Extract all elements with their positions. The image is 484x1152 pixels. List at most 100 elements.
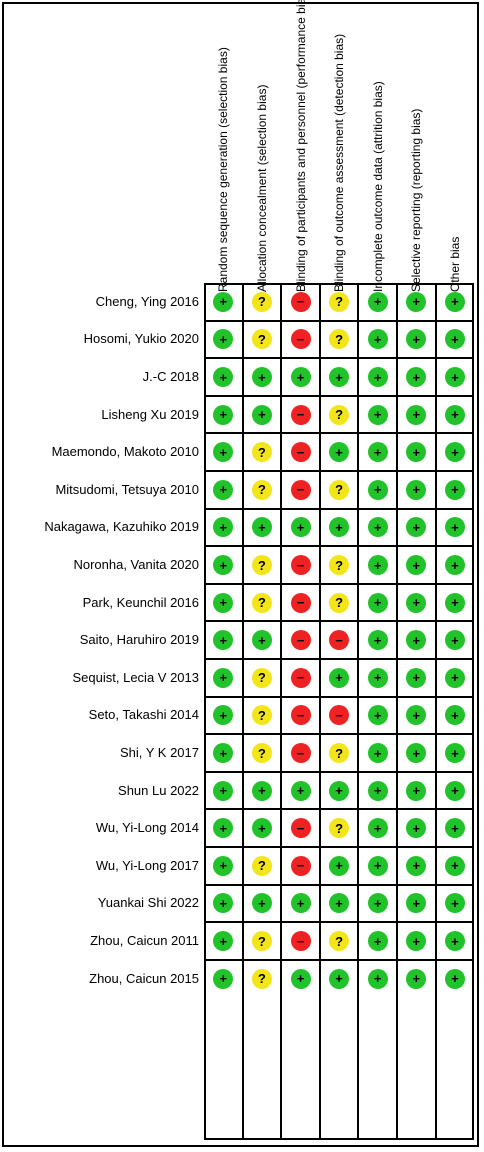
rating-symbol: + (451, 407, 459, 423)
grid-row-divider (204, 846, 474, 848)
question-icon: ? (251, 968, 272, 989)
plus-icon: + (367, 404, 388, 425)
rating-symbol: ? (257, 595, 266, 611)
rating-symbol: − (296, 331, 305, 347)
rating-symbol: + (219, 519, 228, 535)
minus-icon: − (290, 818, 311, 839)
rating-symbol: + (219, 858, 228, 874)
plus-icon: + (367, 780, 388, 801)
rating-symbol: + (373, 557, 382, 573)
rating-symbol: + (451, 895, 459, 911)
rating-symbol: + (451, 557, 459, 573)
rating-symbol: + (258, 519, 266, 535)
rating-symbol: + (412, 820, 421, 836)
rating-symbol: + (373, 707, 382, 723)
plus-icon: + (213, 329, 234, 350)
domain-header: Blinding of outcome assessment (detectio… (332, 33, 347, 292)
domain-header: Random sequence generation (selection bi… (216, 47, 231, 292)
domain-header: Blinding of participants and personnel (… (293, 0, 308, 292)
plus-icon: + (329, 893, 350, 914)
plus-icon: + (213, 479, 234, 500)
rating-symbol: + (373, 933, 382, 949)
grid-row-divider (204, 695, 474, 698)
rating-symbol: ? (257, 294, 266, 310)
rating-symbol: + (451, 971, 459, 987)
plus-icon: + (367, 893, 388, 914)
rating-symbol: ? (335, 294, 344, 310)
rating-symbol: + (219, 557, 228, 573)
plus-icon: + (213, 667, 234, 688)
plus-icon: + (329, 667, 350, 688)
plus-icon: + (251, 630, 272, 651)
rating-symbol: + (373, 820, 382, 836)
plus-icon: + (251, 367, 272, 387)
minus-icon: − (290, 931, 311, 951)
plus-icon: + (444, 705, 465, 726)
rating-symbol: ? (257, 670, 266, 686)
grid-column-divider (434, 283, 437, 1140)
rating-symbol: − (335, 707, 343, 723)
study-label: Nakagawa, Kazuhiko 2019 (44, 519, 199, 535)
study-label: Zhou, Caicun 2011 (90, 933, 199, 948)
grid-row-divider (204, 394, 474, 397)
grid-column-divider (357, 283, 360, 1140)
rating-symbol: + (451, 595, 459, 611)
question-icon: ? (329, 931, 350, 951)
grid-row-divider (204, 958, 474, 961)
plus-icon: + (406, 592, 427, 613)
question-icon: ? (329, 555, 350, 575)
minus-icon: − (290, 329, 311, 350)
plus-icon: + (213, 931, 234, 951)
study-label: Lisheng Xu 2019 (101, 406, 199, 422)
study-label: Wu, Yi-Long 2017 (95, 857, 199, 873)
plus-icon: + (406, 667, 427, 688)
plus-icon: + (367, 931, 388, 951)
rating-symbol: ? (257, 971, 266, 987)
plus-icon: + (367, 818, 388, 839)
plus-icon: + (367, 442, 388, 463)
rating-symbol: + (451, 444, 459, 460)
rating-symbol: + (335, 858, 343, 874)
rating-symbol: − (296, 858, 305, 874)
rating-symbol: + (412, 482, 421, 498)
minus-icon: − (290, 667, 311, 688)
plus-icon: + (367, 630, 388, 651)
plus-icon: + (444, 517, 465, 538)
rating-symbol: + (219, 895, 228, 911)
plus-icon: + (367, 367, 388, 387)
rating-symbol: + (219, 444, 228, 460)
rating-symbol: − (296, 933, 305, 949)
plus-icon: + (406, 893, 427, 914)
rating-symbol: + (296, 971, 305, 987)
plus-icon: + (406, 442, 427, 463)
plus-icon: + (444, 404, 465, 425)
plus-icon: + (406, 479, 427, 500)
grid-row-divider (204, 545, 474, 548)
grid-row-divider (204, 658, 474, 660)
plus-icon: + (367, 592, 388, 613)
rating-symbol: + (258, 895, 266, 911)
grid-row-divider (204, 582, 474, 585)
rating-symbol: + (258, 783, 266, 799)
rating-symbol: + (451, 858, 459, 874)
grid-row-divider (204, 507, 474, 510)
plus-icon: + (329, 968, 350, 989)
rating-symbol: ? (335, 820, 344, 836)
rating-symbol: + (219, 294, 228, 310)
rating-symbol: + (451, 294, 459, 310)
rating-symbol: ? (257, 482, 266, 498)
rating-symbol: + (373, 519, 382, 535)
plus-icon: + (290, 780, 311, 801)
plus-icon: + (406, 555, 427, 575)
study-label: Wu, Yi-Long 2014 (95, 820, 199, 836)
grid-column-divider (318, 283, 321, 1140)
plus-icon: + (213, 404, 234, 425)
rating-symbol: + (219, 632, 228, 648)
rating-symbol: − (296, 820, 305, 836)
grid-column-divider (280, 283, 283, 1140)
grid-row-divider (204, 770, 474, 773)
plus-icon: + (367, 555, 388, 575)
plus-icon: + (367, 291, 388, 312)
rating-symbol: + (412, 407, 421, 423)
rating-symbol: + (373, 294, 382, 310)
